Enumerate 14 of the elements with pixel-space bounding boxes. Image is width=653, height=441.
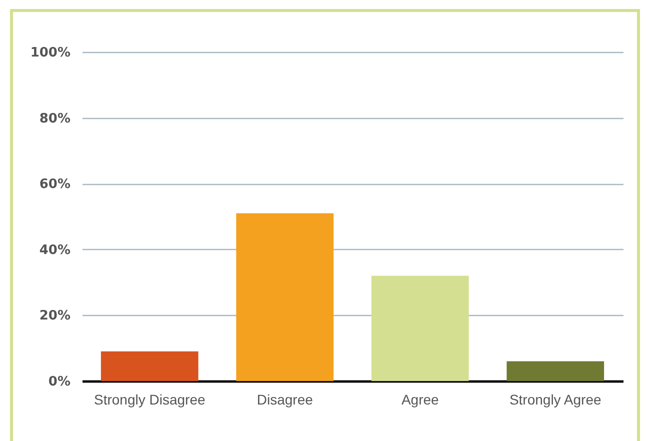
x-tick-label: Strongly Agree: [509, 392, 602, 408]
x-tick-label: Strongly Disagree: [94, 392, 206, 408]
y-tick-label: 60%: [39, 177, 70, 192]
y-tick-label: 0%: [48, 374, 70, 390]
bar: [236, 213, 334, 381]
y-tick-label: 100%: [30, 46, 70, 60]
bar: [100, 351, 198, 381]
x-tick-label: Disagree: [256, 392, 314, 408]
y-tick-label: 80%: [39, 111, 70, 126]
x-tick-label: Agree: [401, 392, 440, 408]
y-tick-label: 20%: [39, 308, 70, 324]
bar: [506, 361, 604, 381]
bar: [371, 276, 469, 381]
y-tick-label: 40%: [39, 242, 70, 258]
